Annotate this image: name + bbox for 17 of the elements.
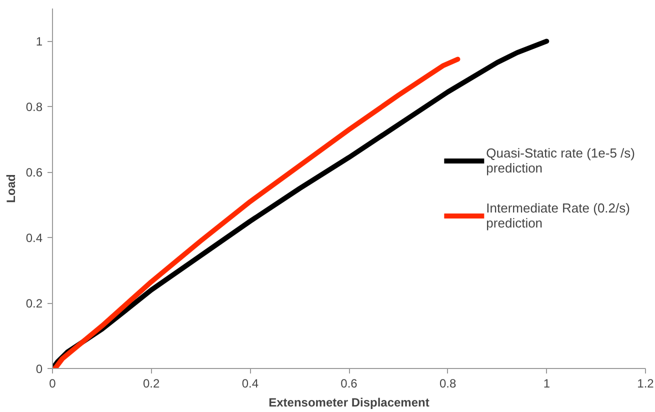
y-tick-label: 0.2	[26, 296, 43, 311]
y-tick-label: 0	[36, 362, 43, 376]
y-tick-label: 0.6	[26, 166, 43, 180]
x-tick-label: 0.6	[340, 376, 358, 390]
y-tick-label: 0.8	[26, 100, 43, 114]
y-tick-label: 0.4	[26, 231, 43, 246]
y-tick-label: 1	[36, 34, 43, 49]
x-tick-label: 0.2	[142, 376, 160, 390]
x-tick-label: 1	[543, 376, 550, 390]
x-tick-label: 0.4	[242, 376, 259, 390]
legend-label: Intermediate Rate (0.2/s) prediction	[486, 200, 630, 230]
y-axis-title: Load	[4, 174, 18, 203]
x-tick-label: 0.8	[439, 376, 456, 390]
legend-label: Quasi-Static rate (1e-5 /s) prediction	[486, 146, 635, 176]
x-tick-label: 0	[49, 376, 56, 390]
x-tick-label: 1.2	[637, 376, 654, 390]
x-axis-title: Extensometer Displacement	[268, 396, 430, 410]
